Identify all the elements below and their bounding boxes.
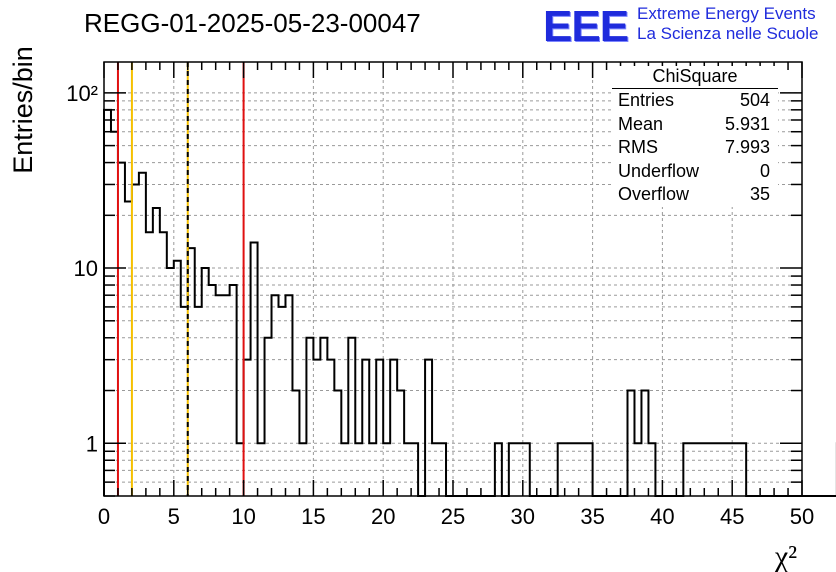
x-tick-label: 40 [650,504,674,529]
chart-title: REGG-01-2025-05-23-00047 [84,8,421,38]
stats-row: RMS 7.993 [612,136,778,160]
x-tick-label: 30 [511,504,535,529]
y-tick-label: 10² [66,81,98,106]
stats-row: Mean 5.931 [612,113,778,137]
logo-subtitle-2: La Scienza nelle Scuole [637,24,819,43]
x-tick-label: 0 [98,504,110,529]
x-tick-label: 35 [580,504,604,529]
x-axis-label: χ² [774,540,797,572]
stats-box: ChiSquare Entries 504 Mean 5.931 RMS 7.9… [612,66,778,207]
axis-ticks: 0 5 10 15 20 25 30 35 40 45 50 1 10 10² [66,62,814,529]
stats-value: 7.993 [724,137,770,157]
x-tick-label: 50 [790,504,814,529]
stats-label: RMS [618,137,658,157]
stats-value: 504 [739,90,770,110]
stats-box-title: ChiSquare [612,66,778,89]
stats-row: Entries 504 [612,89,778,113]
logo-subtitle-1: Extreme Energy Events [637,4,816,23]
stats-row: Overflow 35 [612,183,778,207]
stats-value: 35 [749,184,770,204]
stats-row: Underflow 0 [612,160,778,184]
x-tick-label: 5 [168,504,180,529]
stats-value: 5.931 [724,113,770,134]
y-tick-label: 1 [86,431,98,456]
eee-logo: EEE [543,2,629,51]
stats-label: Mean [618,113,664,134]
y-axis-label: Entries/bin [8,46,38,174]
threshold-lines [116,62,245,496]
stats-label: Underflow [618,160,700,181]
x-tick-label: 10 [231,504,255,529]
x-tick-label: 25 [441,504,465,529]
x-tick-label: 45 [720,504,744,529]
stats-value: 0 [759,160,770,181]
x-tick-label: 15 [301,504,325,529]
y-tick-label: 10 [74,256,98,281]
stats-label: Entries [618,90,675,110]
stats-label: Overflow [618,184,690,204]
x-tick-label: 20 [371,504,395,529]
